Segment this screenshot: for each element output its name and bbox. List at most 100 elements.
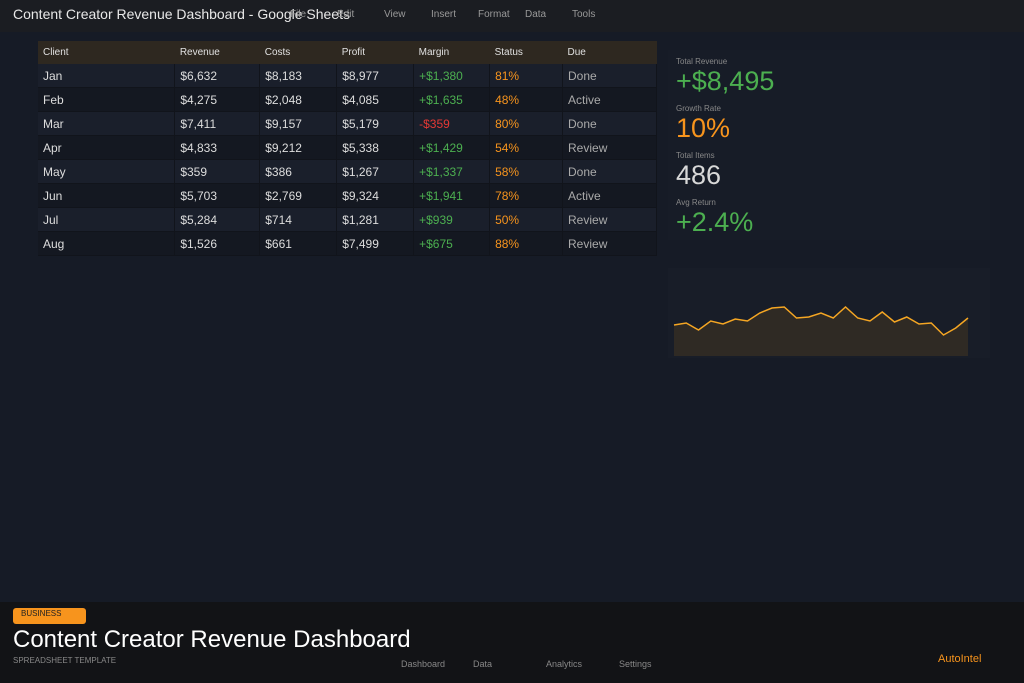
table-row: Jul $5,284 $714 $1,281 +$939 50% Review [38,207,657,232]
table-row: May $359 $386 $1,267 +$1,337 58% Done [38,159,657,184]
table-row: Apr $4,833 $9,212 $5,338 +$1,429 54% Review [38,135,657,160]
top-bar: Content Creator Revenue Dashboard - Goog… [0,0,1024,32]
kpi-label: Avg Return [676,198,716,207]
table-cell: $5,703 [174,183,261,208]
data-table: Client Revenue Costs Profit Margin Status Due J… [38,41,657,256]
table-cell: 58% [489,159,564,184]
table-cell: +$1,380 [413,64,491,88]
footer-subtitle: SPREADSHEET TEMPLATE [13,656,117,665]
kpi-value: 10% [676,113,731,143]
table-cell: $5,284 [174,207,261,232]
table-cell: $7,499 [336,231,415,256]
sparkline [673,305,969,336]
table-cell: $8,977 [336,64,415,88]
table-cell: +$1,941 [413,183,491,208]
table-cell: $1,281 [336,207,415,232]
table-cell: $359 [174,159,261,184]
table-cell: $2,769 [259,183,338,208]
table-cell: +$675 [413,231,491,256]
kpi-value: +$8,495 [676,66,775,96]
table-row: Mar $7,411 $9,157 $5,179 -$359 80% Done [38,111,657,136]
table-cell: 81% [489,64,564,88]
table-cell: +$1,337 [413,159,491,184]
table-cell: Done [562,111,657,136]
table-cell: Active [562,183,657,208]
table-cell: $714 [259,207,338,232]
table-cell: Mar [38,111,176,136]
table-cell: +$1,635 [413,87,491,112]
sparkline-chart [668,268,990,358]
column-header: Margin [413,41,490,64]
menu-item[interactable]: Insert [431,9,457,20]
footer: BUSINESS Content Creator Revenue Dashboa… [0,602,1024,683]
table-cell: +$1,429 [413,135,491,160]
kpi-panel: Total Revenue +$8,495 Growth Rate 10% Total … [668,50,990,240]
nav-link[interactable]: Data [473,659,493,669]
table-cell: 54% [489,135,564,160]
table-cell: Jul [38,207,176,232]
nav-link[interactable]: Dashboard [401,659,446,669]
table-row: Jan $6,632 $8,183 $8,977 +$1,380 81% Done [38,64,657,88]
table-cell: $7,411 [174,111,261,136]
sparkline-area [674,307,968,356]
table-cell: $4,085 [336,87,415,112]
table-cell: $386 [259,159,338,184]
table-cell: Review [562,231,657,256]
footer-title: Content Creator Revenue Dashboard [13,626,411,653]
table-cell: Review [562,207,657,232]
kpi-label: Total Revenue [676,57,728,66]
table-cell: 78% [489,183,564,208]
table-cell: $6,632 [174,64,261,88]
nav-link[interactable]: Settings [619,659,652,669]
table-cell: 88% [489,231,564,256]
nav-link[interactable]: Analytics [546,659,583,669]
column-header: Revenue [174,41,260,64]
column-header: Client [38,41,175,64]
table-cell: Feb [38,87,176,112]
table-cell: Active [562,87,657,112]
menu-item[interactable]: Format [478,9,510,20]
menu-item[interactable]: Tools [572,9,596,20]
table-cell: -$359 [413,111,491,136]
menu-item[interactable]: Data [525,9,547,20]
table-cell: $5,338 [336,135,415,160]
table-cell: May [38,159,176,184]
column-header: Costs [259,41,337,64]
table-cell: $9,212 [259,135,338,160]
kpi-label: Total Items [676,151,715,160]
table-cell: $2,048 [259,87,338,112]
table-cell: $9,324 [336,183,415,208]
table-row: Aug $1,526 $661 $7,499 +$675 88% Review [38,231,657,256]
table-cell: Done [562,64,657,88]
kpi-value: 486 [676,160,722,190]
table-cell: $8,183 [259,64,338,88]
table-cell: $1,267 [336,159,415,184]
kpi-value: +2.4% [676,207,754,237]
table-cell: $4,833 [174,135,261,160]
table-cell: Jun [38,183,176,208]
table-cell: 48% [489,87,564,112]
table-row: Feb $4,275 $2,048 $4,085 +$1,635 48% Active [38,87,657,112]
table-cell: $9,157 [259,111,338,136]
kpi-label: Growth Rate [676,104,721,113]
menu-item[interactable]: View [384,9,406,20]
table-cell: Jan [38,64,176,88]
table-cell: +$939 [413,207,491,232]
badge: BUSINESS [13,608,86,624]
menu-item[interactable]: File [290,9,307,20]
table-cell: $5,179 [336,111,415,136]
table-cell: Aug [38,231,176,256]
table-cell: $1,526 [174,231,261,256]
table-row: Jun $5,703 $2,769 $9,324 +$1,941 78% Active [38,183,657,208]
table-cell: Apr [38,135,176,160]
column-header: Profit [336,41,414,64]
table-cell: $661 [259,231,338,256]
table-cell: 50% [489,207,564,232]
column-header: Due [562,41,657,64]
table-cell: Done [562,159,657,184]
window-title: Content Creator Revenue Dashboard - Goog… [13,6,350,22]
menu-item[interactable]: Edit [337,9,355,20]
table-cell: 80% [489,111,564,136]
table-cell: Review [562,135,657,160]
